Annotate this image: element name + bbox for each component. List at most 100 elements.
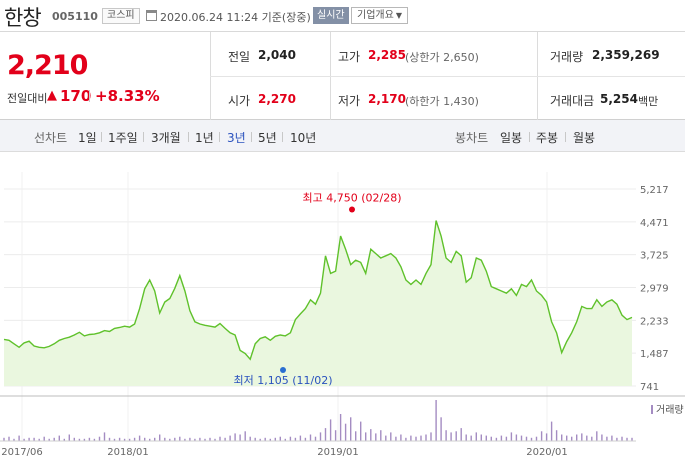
calendar-icon [146,10,157,21]
volume-bar [515,434,518,441]
volume-bar [304,437,307,441]
volume-bar [164,437,166,441]
volume-bar [500,435,503,441]
volume-bar [370,429,372,441]
y-tick-label: 741 [640,382,659,393]
volume-bar [3,437,5,441]
volume-bar [138,435,141,441]
volume-bar [314,436,317,441]
price-area [4,220,632,386]
volume-bar [63,438,65,441]
volume-bar [420,435,422,441]
volume-bar [520,435,523,441]
range-5y[interactable]: 5년 [258,131,277,145]
volume-bar [289,436,292,441]
range-1w[interactable]: 1주일 [108,131,138,145]
volume-bar [470,435,472,441]
volume-bar [450,432,452,441]
volume-bar [596,431,598,441]
volume-bar [184,438,186,441]
volume-bar [93,438,96,441]
volume-bar [294,437,297,441]
trade-amount-unit: 백만 [638,95,659,108]
volume-bar [510,432,513,441]
volume-bar [68,434,70,441]
volume-value: 2,359,269 [592,48,660,62]
price-line [3,220,633,361]
volume-bar [264,437,266,441]
stock-name: 한창 [4,6,42,30]
range-1d[interactable]: 1일 [78,131,97,145]
volume-bar [545,433,548,441]
volume-bar [445,430,447,441]
volume-bar [58,435,60,441]
volume-bar [194,438,196,441]
change-percent: +8.33% [95,87,160,105]
volume-bar [144,437,146,441]
volume-bar [319,432,322,441]
candle-weekly[interactable]: 주봉 [536,131,559,145]
change-label: 전일대비 [7,92,48,105]
volume-bar [53,437,55,441]
volume-bar [385,435,387,441]
corp-info-dropdown[interactable]: 기업개요 ▼ [351,7,408,24]
lower-limit: (하한가 1,430) [405,95,479,108]
volume-bar [535,436,538,441]
range-3m[interactable]: 3개월 [151,131,181,145]
volume-bar [566,435,568,441]
separator [251,132,252,142]
volume-bar [475,432,477,441]
separator [143,132,144,142]
price-chart: 5,217 4,471 3,725 2,979 2,233 1,487 741 최고 4,75… [0,152,685,462]
range-10y[interactable]: 10년 [290,131,317,145]
volume-label: 거래량 [550,50,584,64]
market-badge: 코스피 [102,8,140,24]
open-value: 2,270 [258,92,296,106]
volume-bar [239,434,241,441]
volume-bar [339,414,342,441]
volume-bar [365,432,367,441]
volume-bar [355,431,357,441]
volume-bar [329,419,332,441]
volume-bar [601,434,603,441]
volume-bar [199,437,201,441]
range-3y[interactable]: 3년 [227,131,246,145]
low-marker [280,366,286,373]
quote-datetime: 2020.06.24 11:24 기준(장중) [160,11,311,24]
volume-bar [616,437,618,441]
volume-bar [274,437,276,441]
y-tick-label: 4,471 [640,218,669,229]
volume-bar [179,436,181,441]
candle-monthly[interactable]: 월봉 [573,131,596,145]
candle-daily[interactable]: 일봉 [500,131,523,145]
volume-bar [334,430,337,441]
volume-bar [410,435,412,441]
volume-bar [103,432,106,441]
separator [101,132,102,142]
low-label: 저가 [338,94,361,108]
volume-bar [43,436,45,441]
volume-bar [350,417,352,441]
realtime-button[interactable]: 실시간 [313,7,349,24]
volume-bar [254,437,256,441]
volume-bar [133,437,136,441]
volume-bar [8,436,10,441]
separator [529,132,530,142]
high-value: 2,285 [368,48,406,62]
range-1y[interactable]: 1년 [195,131,214,145]
y-tick-label: 5,217 [640,185,669,196]
volume-bar [88,437,91,441]
volume-bar [495,437,498,441]
x-tick-label: 2019/01 [317,447,359,458]
volume-bar [18,435,20,441]
volume-bar [344,423,347,441]
current-price: 2,210 [7,50,88,81]
volume-bar [380,430,382,441]
volume-bar [48,438,50,441]
stock-header: 한창 005110 코스피 2020.06.24 11:24 기준(장중) 실시… [0,0,685,32]
volume-bar [360,421,362,441]
volume-bar [279,436,281,441]
volume-bar [219,436,221,441]
corp-info-label: 기업개요 [357,10,394,21]
volume-bar [621,436,623,441]
